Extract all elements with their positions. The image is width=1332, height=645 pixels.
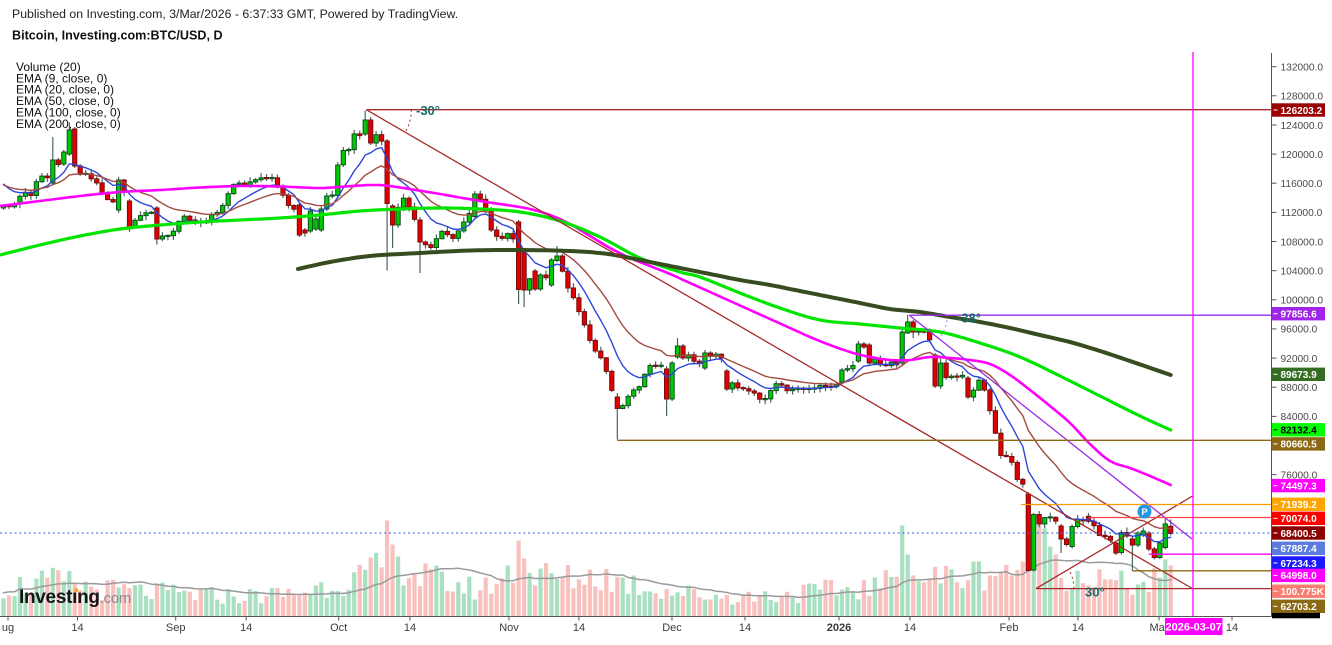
svg-text:Bitcoin, Investing.com:BTC/USD: Bitcoin, Investing.com:BTC/USD, D xyxy=(12,29,223,43)
svg-text:Oct: Oct xyxy=(330,622,347,634)
svg-text:124000.0: 124000.0 xyxy=(1281,121,1324,132)
svg-text:Sep: Sep xyxy=(166,622,186,634)
svg-text:126203.2: 126203.2 xyxy=(1281,106,1323,117)
svg-text:EMA (200, close, 0): EMA (200, close, 0) xyxy=(16,117,121,131)
svg-text:132000.0: 132000.0 xyxy=(1281,63,1324,74)
svg-text:108000.0: 108000.0 xyxy=(1281,237,1324,248)
svg-text:2026-03-07: 2026-03-07 xyxy=(1166,622,1222,634)
svg-text:67234.3: 67234.3 xyxy=(1281,559,1318,570)
svg-text:84000.0: 84000.0 xyxy=(1281,412,1318,423)
svg-text:14: 14 xyxy=(1072,622,1084,634)
svg-text:Mar: Mar xyxy=(1150,622,1169,634)
svg-text:14: 14 xyxy=(904,622,916,634)
svg-text:97856.6: 97856.6 xyxy=(1281,310,1318,321)
svg-text:62703.2: 62703.2 xyxy=(1281,602,1318,613)
svg-text:ug: ug xyxy=(2,622,14,634)
svg-text:116000.0: 116000.0 xyxy=(1281,179,1323,190)
svg-text:64998.0: 64998.0 xyxy=(1281,571,1318,582)
svg-text:80660.5: 80660.5 xyxy=(1281,440,1318,451)
svg-text:76000.0: 76000.0 xyxy=(1281,470,1318,481)
svg-text:104000.0: 104000.0 xyxy=(1281,267,1324,278)
svg-text:88000.0: 88000.0 xyxy=(1281,383,1318,394)
svg-text:Investıng.com: Investıng.com xyxy=(19,587,131,608)
svg-text:14: 14 xyxy=(1226,622,1238,634)
svg-text:Volume (20): Volume (20) xyxy=(16,60,81,74)
svg-text:-38°: -38° xyxy=(957,311,981,326)
svg-text:14: 14 xyxy=(573,622,585,634)
svg-text:128000.0: 128000.0 xyxy=(1281,92,1324,103)
svg-text:EMA (50, close, 0): EMA (50, close, 0) xyxy=(16,94,114,108)
svg-text:14: 14 xyxy=(240,622,252,634)
svg-text:70074.0: 70074.0 xyxy=(1281,514,1318,525)
svg-text:74497.3: 74497.3 xyxy=(1281,481,1318,492)
svg-text:P: P xyxy=(1141,507,1148,518)
svg-text:100000.0: 100000.0 xyxy=(1281,296,1324,307)
svg-text:100.775K: 100.775K xyxy=(1281,587,1325,598)
svg-text:71939.2: 71939.2 xyxy=(1281,500,1318,511)
svg-text:Feb: Feb xyxy=(1000,622,1019,634)
svg-text:-30°: -30° xyxy=(416,103,440,118)
svg-text:68400.5: 68400.5 xyxy=(1281,529,1318,540)
svg-text:EMA (20, close, 0): EMA (20, close, 0) xyxy=(16,83,114,97)
svg-text:EMA (9, close, 0): EMA (9, close, 0) xyxy=(16,71,107,85)
svg-text:30°: 30° xyxy=(1085,585,1105,600)
svg-text:Nov: Nov xyxy=(499,622,519,634)
svg-text:Dec: Dec xyxy=(662,622,682,634)
svg-text:96000.0: 96000.0 xyxy=(1281,325,1318,336)
svg-text:92000.0: 92000.0 xyxy=(1281,354,1318,365)
svg-text:89673.9: 89673.9 xyxy=(1281,370,1318,381)
svg-text:67887.4: 67887.4 xyxy=(1281,544,1318,555)
svg-text:14: 14 xyxy=(404,622,416,634)
svg-text:14: 14 xyxy=(739,622,751,634)
svg-text:2026: 2026 xyxy=(827,622,851,634)
svg-text:EMA (100, close, 0): EMA (100, close, 0) xyxy=(16,105,121,119)
svg-text:82132.4: 82132.4 xyxy=(1281,426,1318,437)
svg-text:120000.0: 120000.0 xyxy=(1281,150,1324,161)
svg-text:Published on Investing.com, 3/: Published on Investing.com, 3/Mar/2026 -… xyxy=(12,7,458,21)
svg-text:14: 14 xyxy=(71,622,83,634)
svg-text:112000.0: 112000.0 xyxy=(1281,208,1323,219)
